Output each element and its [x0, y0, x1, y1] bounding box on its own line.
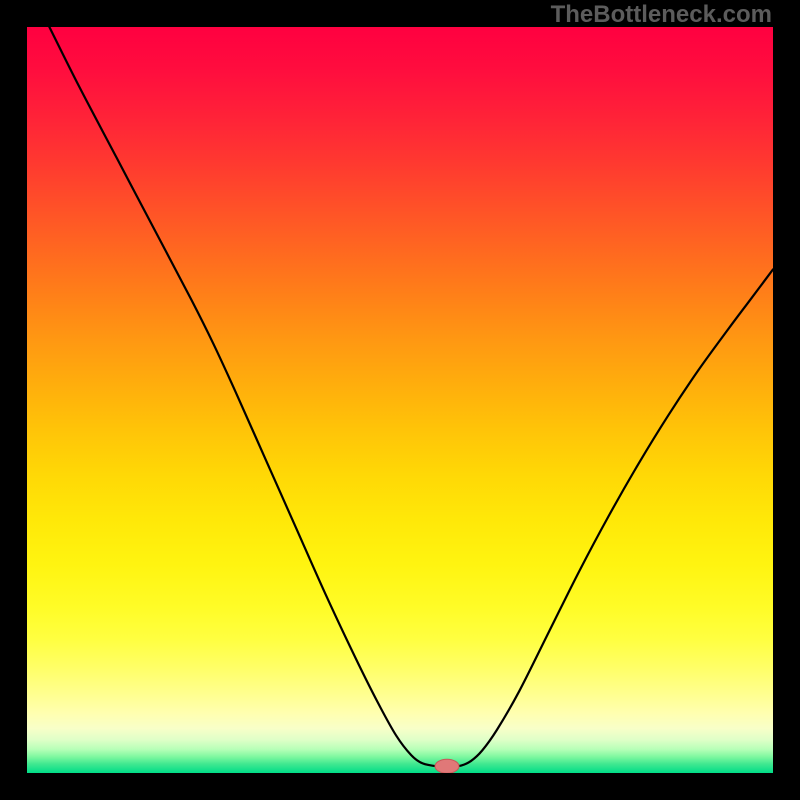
bottleneck-curve — [27, 27, 773, 773]
chart-stage: TheBottleneck.com — [0, 0, 800, 800]
optimum-marker — [435, 759, 459, 773]
plot-area — [27, 27, 773, 773]
watermark-label: TheBottleneck.com — [551, 1, 772, 29]
